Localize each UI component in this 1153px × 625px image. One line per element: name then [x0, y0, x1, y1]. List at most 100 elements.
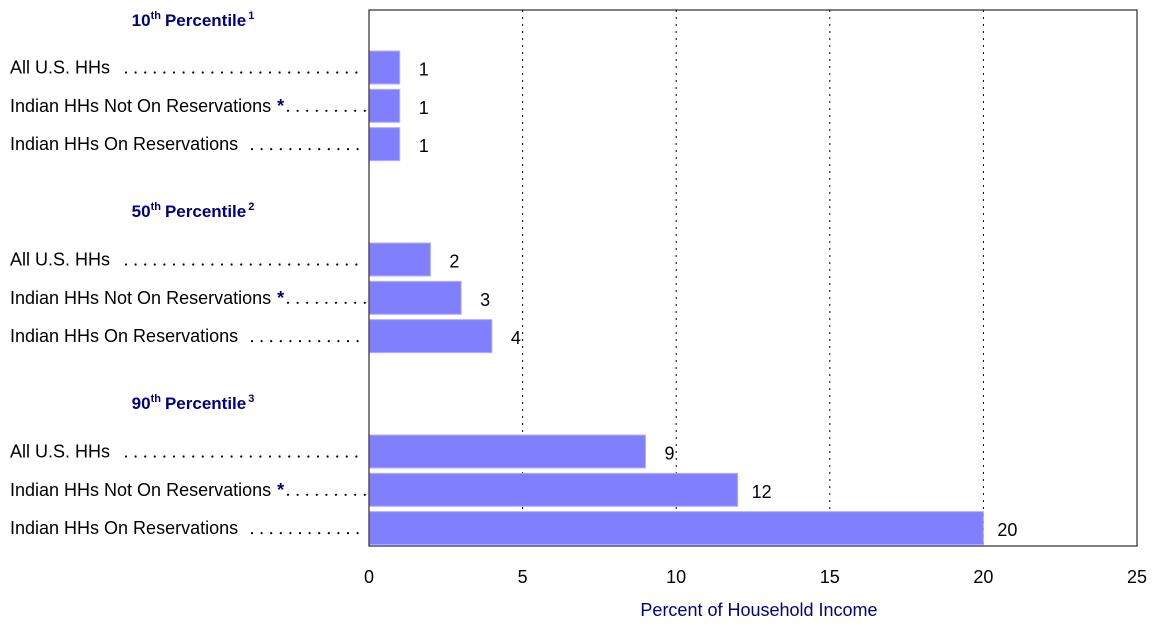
- category-label-text: All U.S. HHs: [10, 250, 110, 270]
- leader-dot: [220, 263, 224, 266]
- bar: [369, 472, 739, 507]
- leader-dot: [297, 263, 300, 266]
- x-tick-label: 5: [518, 567, 528, 587]
- asterisk-marker: *: [277, 288, 284, 308]
- leader-dot: [278, 263, 281, 266]
- value-label: 1: [419, 136, 429, 156]
- leader-dot: [297, 71, 300, 74]
- leader-dot: [153, 71, 156, 74]
- leader-dot: [288, 71, 291, 74]
- bar: [369, 242, 431, 277]
- leader-dot: [260, 148, 263, 151]
- value-label: 1: [419, 98, 429, 118]
- leader-dot: [307, 263, 310, 266]
- leader-dot: [289, 148, 292, 151]
- leader-dot: [297, 455, 300, 458]
- leader-dot: [363, 493, 366, 496]
- leader-dot: [356, 148, 359, 151]
- leader-dot: [327, 532, 330, 535]
- group-footnote: 2: [248, 201, 254, 213]
- leader-dot: [201, 263, 204, 266]
- leader-dot: [298, 340, 302, 343]
- leader-dot: [356, 340, 359, 343]
- leader-dot: [326, 455, 329, 458]
- x-tick-label: 25: [1127, 567, 1147, 587]
- leader-dot: [325, 109, 328, 112]
- group-footnote: 3: [248, 393, 254, 405]
- group-title-text: Percentile: [165, 11, 246, 30]
- leader-dot: [250, 148, 254, 151]
- leader-dot: [298, 532, 302, 535]
- category-label-text: Indian HHs On Reservations: [10, 326, 238, 346]
- bar: [369, 88, 401, 123]
- leader-dot: [316, 71, 320, 74]
- leader-dot: [260, 532, 263, 535]
- leader-dot: [230, 263, 233, 266]
- x-tick-label: 0: [364, 567, 374, 587]
- grid-lines: [522, 10, 984, 546]
- category-label-text: Indian HHs Not On Reservations: [10, 480, 271, 500]
- leader-dot: [153, 263, 156, 266]
- leader-dot: [289, 340, 292, 343]
- leader-dot: [346, 532, 350, 535]
- leader-dot: [344, 301, 347, 304]
- leader-dot: [268, 71, 272, 74]
- leader-dot: [279, 532, 282, 535]
- leader-dot: [286, 301, 290, 304]
- category-label-text: All U.S. HHs: [10, 58, 110, 78]
- leader-dot: [144, 263, 147, 266]
- leader-dot: [163, 263, 166, 266]
- group-title: 10th Percentile 1: [132, 10, 255, 30]
- category-label: Indian HHs On Reservations: [10, 134, 238, 154]
- leader-dot: [363, 109, 366, 112]
- bar: [369, 50, 401, 85]
- value-label: 3: [480, 290, 490, 310]
- leader-dot: [249, 455, 252, 458]
- category-label-text: Indian HHs On Reservations: [10, 134, 238, 154]
- leader-dot: [163, 71, 166, 74]
- leader-dot: [260, 340, 263, 343]
- leader-dot: [316, 263, 320, 266]
- value-label: 4: [511, 328, 521, 348]
- category-labels: All U.S. HHs Indian HHs Not On Reservatio…: [10, 58, 366, 538]
- group-ordinal-suffix: th: [151, 10, 162, 22]
- asterisk-marker: *: [277, 96, 284, 116]
- category-label-text: Indian HHs Not On Reservations: [10, 96, 271, 116]
- leader-dot: [182, 455, 185, 458]
- group-title-text: Percentile: [165, 202, 246, 221]
- leader-dot: [318, 532, 321, 535]
- bar: [369, 127, 401, 162]
- leader-dot: [326, 71, 329, 74]
- category-label: Indian HHs On Reservations: [10, 518, 238, 538]
- leader-dot: [307, 71, 310, 74]
- leader-dot: [306, 493, 309, 496]
- leader-dot: [259, 71, 262, 74]
- leader-dot: [318, 148, 321, 151]
- category-label: Indian HHs Not On Reservations *: [10, 288, 284, 308]
- category-label-text: Indian HHs On Reservations: [10, 518, 238, 538]
- leader-dot: [346, 340, 350, 343]
- leader-dot: [144, 71, 147, 74]
- leader-dot: [336, 455, 339, 458]
- leader-dot: [307, 455, 310, 458]
- leader-dot: [211, 263, 214, 266]
- leader-dot: [286, 109, 290, 112]
- bar: [369, 434, 646, 469]
- asterisk-marker: *: [277, 480, 284, 500]
- leader-dot: [278, 71, 281, 74]
- leader-dot: [153, 455, 156, 458]
- leader-dot: [327, 340, 330, 343]
- leader-dot: [336, 263, 339, 266]
- leader-dot: [298, 148, 302, 151]
- leader-dot: [355, 71, 358, 74]
- leader-dot: [363, 301, 366, 304]
- leader-dot: [134, 263, 137, 266]
- leader-dot: [220, 71, 224, 74]
- x-tick-label: 15: [820, 567, 840, 587]
- leader-dot: [316, 455, 320, 458]
- leader-dot: [172, 263, 176, 266]
- leader-dot: [230, 71, 233, 74]
- leader-dot: [356, 532, 359, 535]
